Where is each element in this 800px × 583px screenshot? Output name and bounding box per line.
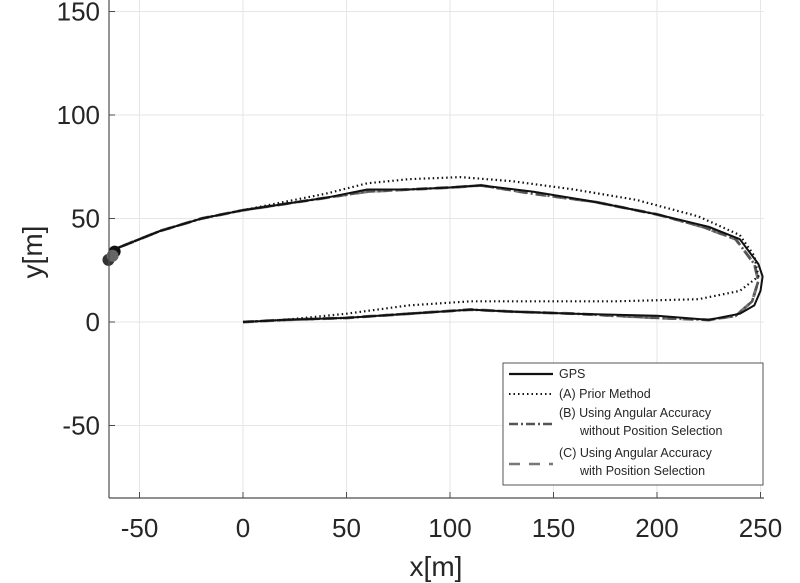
x-tick-label: 250 (739, 513, 782, 543)
y-tick-label: 100 (57, 100, 100, 130)
start-marker (106, 249, 119, 262)
grid-lines (109, 0, 764, 498)
series-line-dotted (114, 176, 760, 324)
legend-label-c-line1: (C) Using Angular Accuracy (559, 446, 713, 460)
y-tick-label: -50 (62, 411, 100, 441)
series-line-solid (114, 184, 764, 323)
axes (108, 0, 764, 499)
series-lines (109, 176, 764, 324)
x-tick-label: 200 (635, 513, 678, 543)
x-tick-labels: -50 0 50 100 150 200 250 (121, 513, 782, 543)
legend-label-gps: GPS (559, 367, 585, 381)
x-tick-label: 100 (428, 513, 471, 543)
y-tick-label: 0 (86, 307, 100, 337)
legend: GPS (A) Prior Method (B) Using Angular A… (502, 362, 764, 486)
legend-label-b-line1: (B) Using Angular Accuracy (559, 406, 712, 420)
legend-label-prior: (A) Prior Method (559, 387, 651, 401)
legend-label-c-line2: with Position Selection (579, 464, 705, 478)
x-tick-label: -50 (121, 513, 159, 543)
y-tick-label: 50 (71, 204, 100, 234)
x-tick-label: 0 (236, 513, 250, 543)
y-tick-label: 150 (57, 0, 100, 27)
y-tick-labels: -50 0 50 100 150 (57, 0, 100, 441)
x-tick-label: 150 (532, 513, 575, 543)
x-axis-label: x[m] (410, 551, 463, 582)
x-tick-label: 50 (332, 513, 361, 543)
legend-label-b-line2: without Position Selection (579, 424, 722, 438)
start-markers (102, 245, 121, 266)
y-axis-label: y[m] (17, 226, 48, 279)
